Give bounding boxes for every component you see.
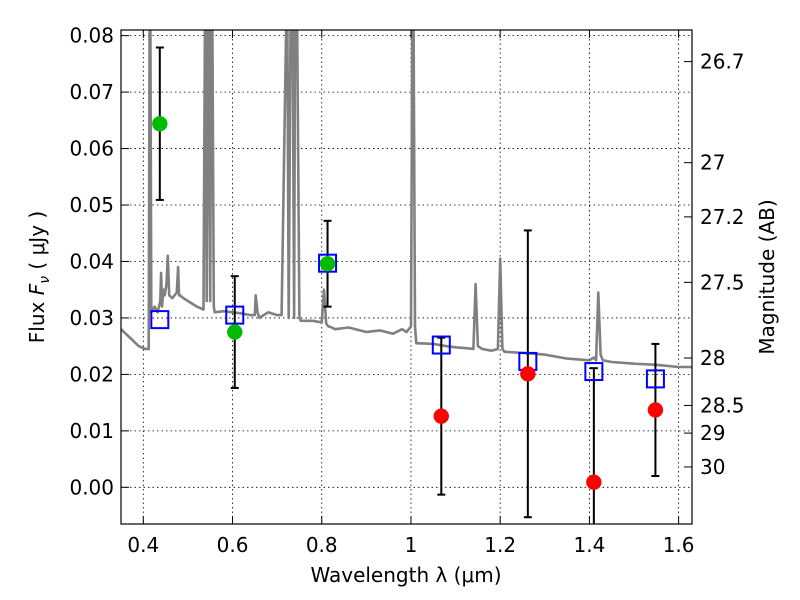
observed-point-detection [227, 324, 243, 340]
y-axis-label: Flux Fν ( μJy ) [25, 211, 53, 343]
model-spectrum-line [121, 30, 692, 369]
y-tick-label: 0.07 [69, 80, 114, 104]
observed-point-upper-limit [520, 366, 536, 382]
x-tick-label: 0.6 [217, 533, 249, 557]
model-photometry-square [318, 253, 338, 273]
model-photometry-square [645, 369, 665, 389]
observed-point-detection [319, 255, 336, 272]
plot-area [121, 30, 692, 524]
x-tick-label: 1.4 [573, 533, 605, 557]
magnitude-tick-label: 27.5 [700, 270, 745, 294]
y-tick-label: 0.00 [69, 475, 114, 499]
magnitude-tick-label: 27 [700, 151, 725, 175]
y-tick-label: 0.03 [69, 306, 114, 330]
magnitude-tick-label: 29 [700, 421, 725, 445]
x-tick-label: 0.8 [306, 533, 338, 557]
model-photometry-square [431, 335, 451, 355]
model-photometry-markers [150, 253, 665, 389]
x-tick-label: 0.4 [127, 533, 159, 557]
y-tick-label: 0.05 [69, 193, 114, 217]
model-photometry-square [584, 362, 604, 382]
right-axis-label: Magnitude (AB) [755, 199, 779, 354]
x-tick-label: 1 [405, 533, 418, 557]
axis-ticks: 0.4 0.6 0.8 1 1.2 1.4 1.6 0.00 0.01 0.02 0.03 0.04 0… [69, 24, 744, 557]
x-axis-label: Wavelength λ (μm) [310, 563, 501, 587]
observed-point-upper-limit [647, 402, 664, 418]
model-photometry-square [225, 305, 245, 325]
magnitude-tick-label: 28 [700, 346, 725, 370]
magnitude-tick-label: 28.5 [700, 393, 745, 417]
y-tick-label: 0.06 [69, 137, 114, 161]
error-bars [155, 46, 660, 524]
observed-point-detection [152, 115, 168, 132]
observed-point-upper-limit [586, 474, 602, 490]
observed-flux-markers [152, 115, 664, 490]
magnitude-tick-label: 30 [700, 455, 725, 479]
plot-frame [120, 29, 693, 525]
x-tick-label: 1.2 [484, 533, 516, 557]
y-tick-label: 0.04 [69, 249, 114, 273]
magnitude-tick-label: 27.2 [700, 205, 745, 229]
magnitude-tick-label: 26.7 [700, 50, 745, 74]
model-photometry-square [150, 310, 170, 330]
observed-point-upper-limit [433, 408, 450, 424]
x-tick-label: 1.6 [663, 533, 695, 557]
y-tick-label: 0.01 [69, 419, 114, 443]
y-tick-label: 0.08 [69, 24, 114, 48]
y-tick-label: 0.02 [69, 362, 114, 386]
